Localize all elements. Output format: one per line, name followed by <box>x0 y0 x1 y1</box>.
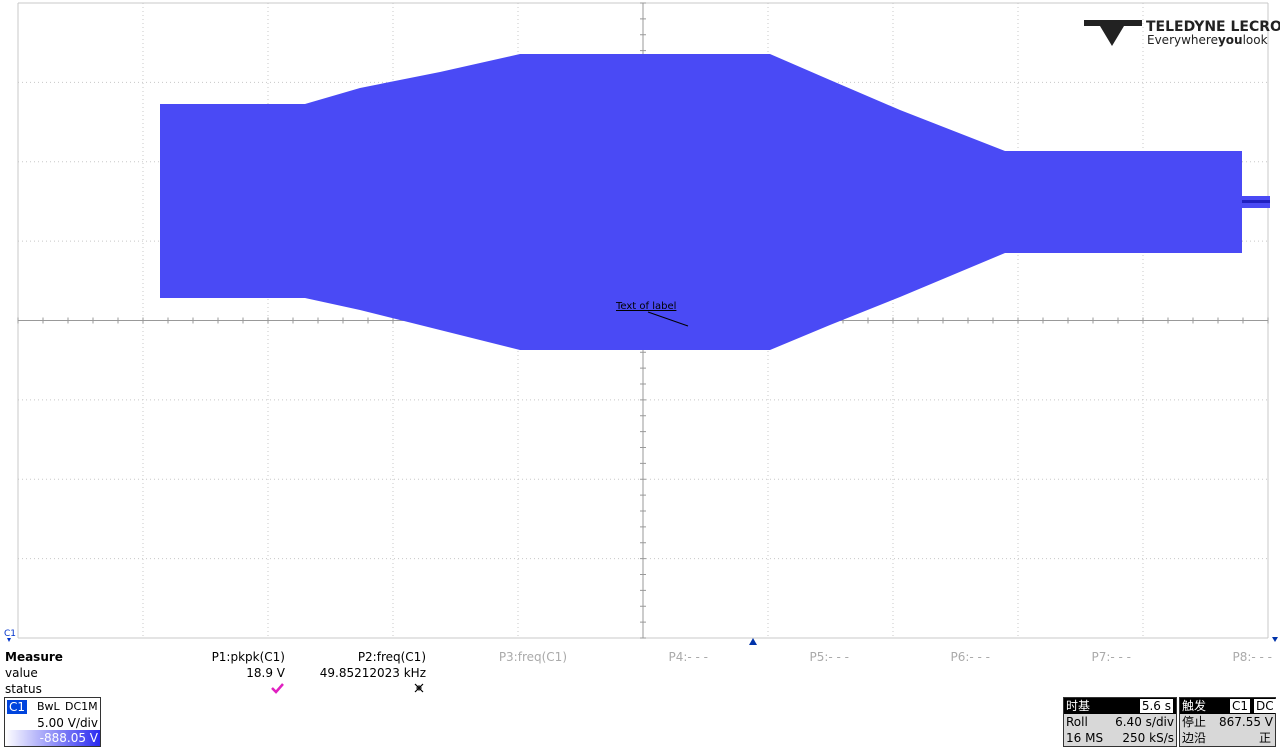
trigger-type: 边沿 <box>1182 731 1207 745</box>
roll-marker <box>1272 637 1278 642</box>
status-warn-icon <box>414 683 424 693</box>
tagline-start: Everywhere <box>1147 33 1218 47</box>
timebase-delay: 5.6 s <box>1139 699 1173 713</box>
tagline-bold: you <box>1218 33 1243 47</box>
measure-cell: P5:- - - <box>809 650 849 664</box>
timebase-rate: 250 kS/s <box>1122 731 1174 745</box>
measure-cell: P6:- - - <box>950 650 990 664</box>
measure-cell: P1:pkpk(C1) <box>211 650 285 664</box>
annotation: Text of label <box>615 301 676 312</box>
logo-tagline: Everywhereyoulook <box>1147 33 1268 47</box>
timebase-samples: 16 MS <box>1066 731 1104 745</box>
timebase-mode: Roll <box>1066 715 1088 729</box>
channel-offset: -888.05 V <box>39 731 98 745</box>
tagline-end: look <box>1243 33 1268 47</box>
measure-cell: 18.9 V <box>246 666 285 680</box>
trigger-box[interactable]: 触发 C1 DC 停止 867.55 V 边沿 正 <box>1179 697 1276 747</box>
channel-marker: C1 <box>4 629 16 639</box>
timebase-box[interactable]: 时基 5.6 s Roll 6.40 s/div 16 MS 250 kS/s <box>1063 697 1177 747</box>
measure-cell: P4:- - - <box>668 650 708 664</box>
ground-marker <box>7 638 11 642</box>
logo-brand: TELEDYNE LECROY <box>1146 19 1280 35</box>
measure-cell: P8:- - - <box>1232 650 1272 664</box>
waveform-tail-core <box>1242 200 1270 203</box>
row-label: value <box>5 666 38 680</box>
trigger-slope: 正 <box>1258 731 1271 745</box>
trigger-level: 867.55 V <box>1218 715 1273 729</box>
timebase-scale: 6.40 s/div <box>1115 715 1174 729</box>
annotation-leader <box>647 311 689 327</box>
waveform <box>160 54 1242 350</box>
trigger-label: 触发 <box>1182 699 1207 713</box>
trigger-state: 停止 <box>1182 715 1207 729</box>
trigger-time-marker <box>749 638 757 645</box>
measure-cell: P2:freq(C1) <box>357 650 426 664</box>
status-ok-icon <box>271 683 284 694</box>
logo: TELEDYNE LECROY Everywhereyoulook <box>1084 19 1280 47</box>
channel-bandwidth: BwL <box>37 700 60 713</box>
channel-box[interactable]: C1 BwL DC1M 5.00 V/div -888.05 V <box>4 697 101 747</box>
channel-coupling: DC1M <box>65 700 98 713</box>
measure-cell: P3:freq(C1) <box>498 650 567 664</box>
channel-scale: 5.00 V/div <box>37 716 98 730</box>
measure-cell: P7:- - - <box>1091 650 1131 664</box>
trigger-coupling: DC <box>1254 699 1276 713</box>
measure-cell: 49.85212023 kHz <box>319 666 426 680</box>
channel-name: C1 <box>7 700 28 714</box>
timebase-label: 时基 <box>1066 699 1091 713</box>
offset-bar <box>5 730 100 746</box>
row-label: status <box>5 682 42 696</box>
measure-title: Measure <box>5 650 63 664</box>
trigger-source: C1 <box>1230 699 1251 713</box>
waveform-display: Text of label C1 TELEDYNE LECROY Everywh… <box>4 2 1280 645</box>
